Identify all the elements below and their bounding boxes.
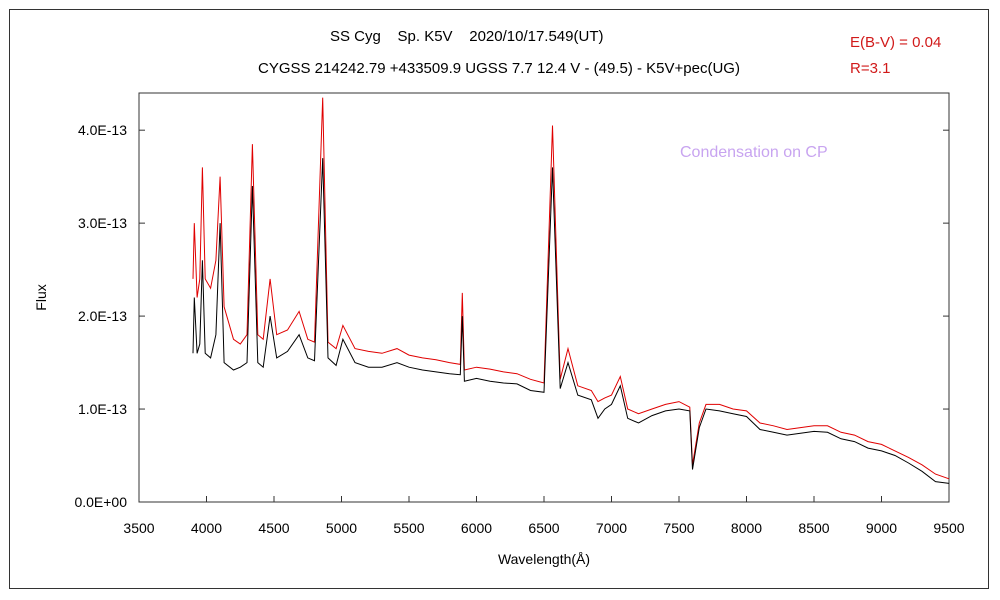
x-tick-label: 8500 [798, 520, 829, 536]
x-tick-label: 4500 [258, 520, 289, 536]
chart-title: SS Cyg Sp. K5V 2020/10/17.549(UT) [330, 28, 604, 45]
reddening-label: E(B-V) = 0.04 [850, 34, 942, 51]
chart-frame [9, 9, 989, 589]
annotation-label: Condensation on CP [680, 144, 828, 161]
x-tick-label: 5500 [393, 520, 424, 536]
plot-area [138, 92, 950, 503]
rv-label: R=3.1 [850, 60, 891, 77]
x-tick-label: 5000 [326, 520, 357, 536]
y-tick-label: 1.0E-13 [78, 401, 127, 417]
x-tick-label: 8000 [731, 520, 762, 536]
chart-subtitle: CYGSS 214242.79 +433509.9 UGSS 7.7 12.4 … [258, 60, 740, 77]
series-observed [192, 158, 950, 484]
x-tick-label: 7500 [663, 520, 694, 536]
y-tick-label: 3.0E-13 [78, 215, 127, 231]
x-tick-label: 7000 [596, 520, 627, 536]
x-tick-label: 6000 [461, 520, 492, 536]
y-tick-label: 2.0E-13 [78, 308, 127, 324]
x-tick-label: 3500 [123, 520, 154, 536]
x-axis-title: Wavelength(Å) [498, 551, 590, 567]
x-tick-label: 9500 [933, 520, 964, 536]
series-dereddened [192, 97, 950, 480]
x-tick-label: 9000 [866, 520, 897, 536]
y-tick-label: 4.0E-13 [78, 122, 127, 138]
y-axis-title: Flux [33, 284, 49, 310]
y-tick-label: 0.0E+00 [74, 494, 127, 510]
x-tick-label: 6500 [528, 520, 559, 536]
x-tick-label: 4000 [191, 520, 222, 536]
